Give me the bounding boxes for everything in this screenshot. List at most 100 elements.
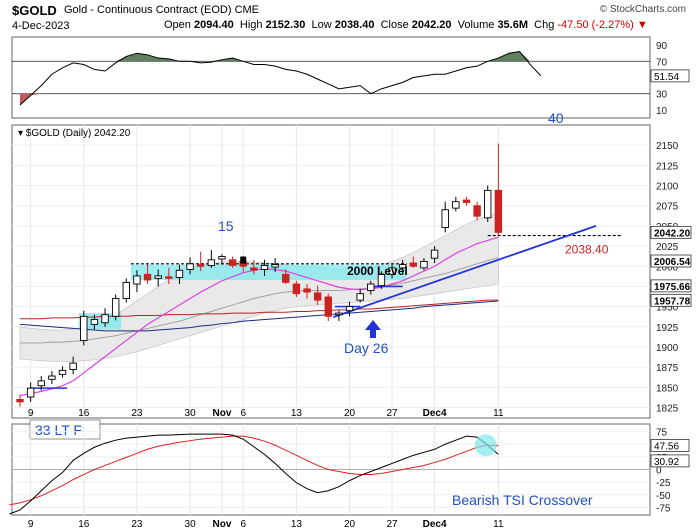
tsi-x-tick-label: 27 [386,519,398,530]
candle-body [154,275,162,279]
price-tick-label: 2100 [656,182,679,193]
candle-body [420,260,428,269]
rsi-overbought-fill [20,51,541,62]
candle-body [101,314,109,324]
price-x-tick-label: 23 [131,408,143,419]
price-tick-label: 2025 [656,242,679,253]
candle-body [250,267,258,271]
price-x-tick-label: 16 [78,408,90,419]
price-x-tick-label: Dec4 [423,408,447,419]
candle-body [165,276,173,279]
tsi-x-tick-label: 16 [78,519,90,530]
tsi-x-tick-label: 30 [185,519,197,530]
candle-body [398,264,407,269]
tsi-signal-value: 47.56 [654,441,679,452]
ma-mid-value: 1975.66 [654,282,691,293]
price-x-tick-label: 13 [291,408,303,419]
candle-body [388,267,396,275]
price-tick-label: 1850 [656,383,679,394]
rsi-tick-label: 90 [656,41,668,52]
ma-short-line [19,236,499,396]
price-panel-title: ▾ $GOLD (Daily) 2042.20 [18,128,131,139]
candle-body [260,264,269,270]
candle-body [186,263,194,270]
count-15-label: 15 [218,218,234,234]
symbol-label: $GOLD [12,3,57,18]
candle-body [80,315,88,341]
lt-f-label: 33 LT F [35,422,82,438]
chg-value: -47.50 (-2.27%) [557,19,634,31]
tsi-signal-line [9,435,499,506]
up-arrow-icon [365,320,381,338]
candle-body [271,264,279,268]
candle-body [282,273,290,283]
marker-square [240,256,247,264]
rsi-tick-label: 30 [656,90,668,101]
low-label: Low [311,19,332,31]
candle-body [122,281,131,299]
tsi-signal-box [650,439,690,452]
candle-body [69,362,77,371]
price-tick-label: 1925 [656,323,679,334]
tsi-tick-label: 0 [656,466,662,477]
open-value: 2094.40 [193,19,234,31]
candle-body [313,292,322,301]
candle-body [26,387,35,398]
low-price-label: 2038.40 [565,243,609,257]
tsi-x-tick-label: 13 [291,519,303,530]
volume-label: Volume [457,19,495,31]
candle-body [111,298,120,317]
candle-body [292,283,301,295]
lt-f-box [29,419,101,440]
candle-body [430,249,439,259]
candle-body [175,269,184,279]
candle-body [473,205,481,217]
candle-body [367,283,375,291]
price-x-tick-label: 20 [344,408,356,419]
price-tick-label: 1875 [656,363,679,374]
tsi-tick-label: -25 [656,478,671,489]
day-26-label: Day 26 [344,340,389,356]
rsi-line [19,51,542,106]
price-tick-label: 2150 [656,141,679,152]
candle-body [441,209,449,228]
ma-long-value-box [650,293,692,307]
trend-line [332,225,597,318]
open-label: Open [164,19,191,31]
price-tick-label: 2000 [656,262,679,273]
last-close-value-box [650,225,692,239]
tsi-annotation: Bearish TSI Crossover [452,492,593,508]
rsi-last-value: 51.54 [654,72,679,83]
candle-body [462,199,471,203]
price-x-tick-label: 30 [185,408,197,419]
candle-body [207,259,216,266]
candle-body [345,306,354,312]
date-label: 4-Dec-2023 [12,20,70,32]
tsi-line [9,433,499,515]
tsi-crossover-highlight [474,434,497,457]
rsi-last-box [650,69,690,83]
ma-short-value-box [650,254,692,268]
candle-body [377,273,386,287]
ma-long-value: 1957.78 [654,296,691,307]
count-40-label: 40 [548,110,564,126]
price-tick-label: 1950 [656,303,679,314]
candle-body [197,264,205,267]
tsi-last-box [650,454,690,468]
candle-body [303,288,311,293]
candle-body [409,262,418,267]
tsi-last-value: 30.92 [654,457,679,468]
price-x-tick-label: 27 [386,408,398,419]
tsi-tick-label: -75 [656,503,671,514]
close-value: 2042.20 [411,19,452,31]
chg-label: Chg [534,19,555,31]
tsi-x-tick-label: 11 [493,519,504,530]
rsi-tick-label: 70 [656,57,668,68]
tsi-tick-label: -50 [656,491,671,502]
brand-label: © StockCharts.com [599,4,686,15]
candle-body [48,375,56,380]
tsi-x-tick-label: 20 [344,519,356,530]
high-value: 2152.30 [265,19,306,31]
ohlc-row: Open 2094.40 High 2152.30 Low 2038.40 Cl… [164,19,648,31]
